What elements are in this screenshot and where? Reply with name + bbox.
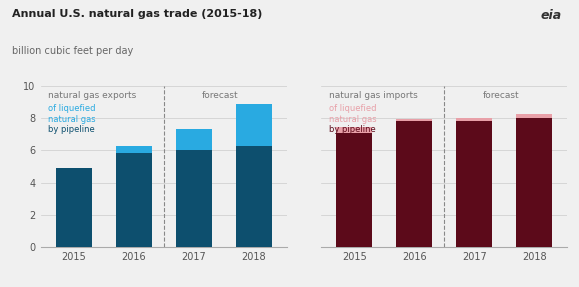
Text: Annual U.S. natural gas trade (2015-18): Annual U.S. natural gas trade (2015-18) (12, 9, 262, 19)
Bar (175, 150, 211, 247)
Bar (397, 119, 433, 121)
Bar (236, 104, 272, 146)
Bar (116, 153, 152, 247)
Text: billion cubic feet per day: billion cubic feet per day (12, 46, 133, 56)
Bar (56, 168, 91, 247)
Bar (236, 146, 272, 247)
Bar (116, 146, 152, 153)
Bar (336, 127, 372, 133)
Bar (456, 118, 492, 121)
Text: natural gas exports: natural gas exports (48, 91, 136, 100)
Bar (516, 114, 552, 118)
Text: forecast: forecast (483, 91, 519, 100)
Text: forecast: forecast (202, 91, 239, 100)
Text: of liquefied
natural gas: of liquefied natural gas (48, 104, 96, 124)
Text: eia: eia (541, 9, 562, 22)
Bar (175, 129, 211, 150)
Text: of liquefied
natural gas: of liquefied natural gas (329, 104, 376, 124)
Bar (336, 133, 372, 247)
Bar (456, 121, 492, 247)
Bar (397, 121, 433, 247)
Text: by pipeline: by pipeline (329, 125, 375, 134)
Bar (516, 118, 552, 247)
Text: natural gas imports: natural gas imports (329, 91, 417, 100)
Text: by pipeline: by pipeline (48, 125, 94, 134)
